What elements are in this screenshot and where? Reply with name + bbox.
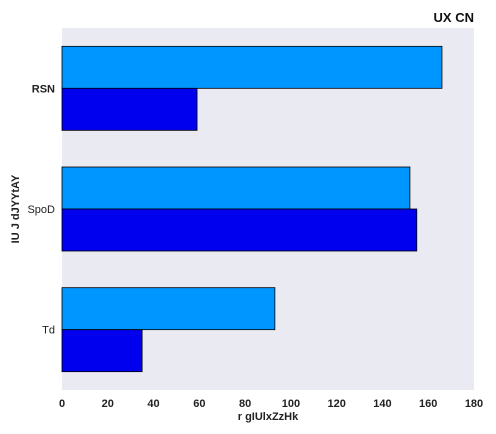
x-tick-label: 0 [59, 398, 65, 410]
x-tick-label: 140 [373, 398, 391, 410]
x-tick-label: 160 [419, 398, 437, 410]
x-tick-label: 120 [327, 398, 345, 410]
bars-layer [61, 45, 443, 373]
x-tick-label: 80 [239, 398, 251, 410]
x-tick-label: 180 [465, 398, 483, 410]
x-tick-label: 100 [282, 398, 300, 410]
bar-spod-series-1 [61, 166, 411, 210]
bar-td-series-1 [61, 287, 276, 331]
bar-td-series-2 [61, 329, 143, 373]
x-tick-labels: 0 20 40 60 80 100 120 140 160 180 [59, 398, 483, 410]
y-tick-label: SpoD [27, 204, 55, 216]
y-tick-label: RSN [32, 83, 55, 95]
bar-rsn-series-2 [61, 87, 198, 131]
x-tick-label: 60 [193, 398, 205, 410]
chart-title: UX CN [434, 10, 474, 25]
y-tick-labels: RSN SpoD Td [27, 83, 55, 336]
y-axis-title: IU J dJYYtAY [10, 174, 22, 243]
x-tick-label: 20 [102, 398, 114, 410]
y-tick-label: Td [42, 325, 55, 337]
x-axis-title: r gIUlxZzHk [238, 411, 299, 423]
x-tick-label: 40 [147, 398, 159, 410]
bar-rsn-series-1 [61, 45, 443, 89]
bar-spod-series-2 [61, 208, 418, 252]
